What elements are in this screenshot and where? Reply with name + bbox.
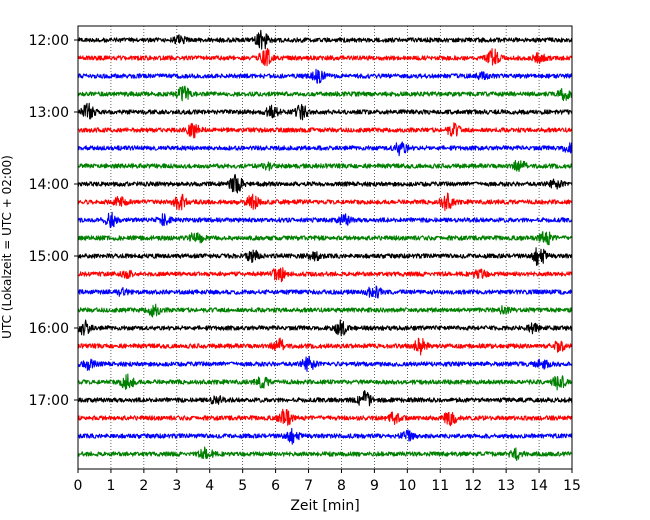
y-tick-label: 12:00 bbox=[29, 33, 69, 49]
x-tick-label: 2 bbox=[139, 478, 148, 494]
x-tick-label: 12 bbox=[464, 478, 482, 494]
x-tick-label: 3 bbox=[172, 478, 181, 494]
seismogram-trace-6 bbox=[77, 141, 573, 157]
x-tick-label: 4 bbox=[205, 478, 214, 494]
seismogram-trace-10 bbox=[77, 211, 573, 229]
y-axis: 12:00 13:00 14:00 15:00 16:00 17:00 bbox=[29, 33, 78, 409]
seismogram-trace-14 bbox=[77, 285, 573, 299]
x-tick-label: 13 bbox=[497, 478, 515, 494]
x-tick-label: 5 bbox=[238, 478, 247, 494]
plot-area bbox=[78, 26, 572, 469]
seismogram-trace-23 bbox=[77, 446, 573, 462]
x-tick-label: 10 bbox=[398, 478, 416, 494]
y-tick-label: 14:00 bbox=[29, 177, 69, 193]
seismogram-trace-17 bbox=[77, 337, 573, 356]
seismogram-trace-16 bbox=[77, 319, 573, 337]
x-tick-label: 15 bbox=[563, 478, 581, 494]
x-tick-label: 0 bbox=[74, 478, 83, 494]
x-axis: 0 1 2 3 4 5 6 7 8 9 10 11 12 13 14 15 bbox=[74, 469, 581, 494]
seismogram-trace-8 bbox=[77, 174, 573, 194]
x-tick-label: 9 bbox=[370, 478, 379, 494]
y-tick-label: 15:00 bbox=[29, 249, 69, 265]
seismogram-trace-1 bbox=[77, 47, 573, 67]
plot-frame bbox=[77, 25, 573, 470]
x-axis-label: Zeit [min] bbox=[290, 498, 359, 514]
x-tick-label: 14 bbox=[530, 478, 548, 494]
seismogram-trace-3 bbox=[77, 85, 573, 102]
seismogram-trace-22 bbox=[77, 427, 573, 445]
seismogram-trace-2 bbox=[77, 68, 573, 84]
x-tick-label: 7 bbox=[304, 478, 313, 494]
y-axis-label: UTC (Lokalzeit = UTC + 02:00) bbox=[0, 155, 14, 339]
seismogram-trace-0 bbox=[77, 29, 573, 50]
seismogram-trace-19 bbox=[77, 373, 573, 391]
y-tick-label: 16:00 bbox=[29, 321, 69, 337]
seismogram-trace-7 bbox=[77, 159, 573, 172]
seismogram-trace-4 bbox=[77, 102, 573, 121]
grid bbox=[110, 26, 540, 469]
seismogram-trace-20 bbox=[77, 390, 573, 407]
x-tick-label: 6 bbox=[271, 478, 280, 494]
x-tick-label: 11 bbox=[431, 478, 449, 494]
seismogram-trace-9 bbox=[77, 192, 573, 212]
y-tick-label: 13:00 bbox=[29, 105, 69, 121]
seismogram-trace-5 bbox=[77, 122, 573, 139]
seismogram-trace-12 bbox=[77, 247, 573, 266]
x-tick-label: 1 bbox=[106, 478, 115, 494]
x-tick-label: 8 bbox=[337, 478, 346, 494]
seismogram-trace-15 bbox=[77, 303, 573, 318]
seismogram-trace-13 bbox=[77, 267, 573, 283]
traces bbox=[77, 29, 573, 462]
seismogram-trace-18 bbox=[77, 355, 573, 372]
seismogram-trace-11 bbox=[77, 231, 573, 246]
y-tick-label: 17:00 bbox=[29, 393, 69, 409]
seismogram-trace-21 bbox=[77, 408, 573, 427]
